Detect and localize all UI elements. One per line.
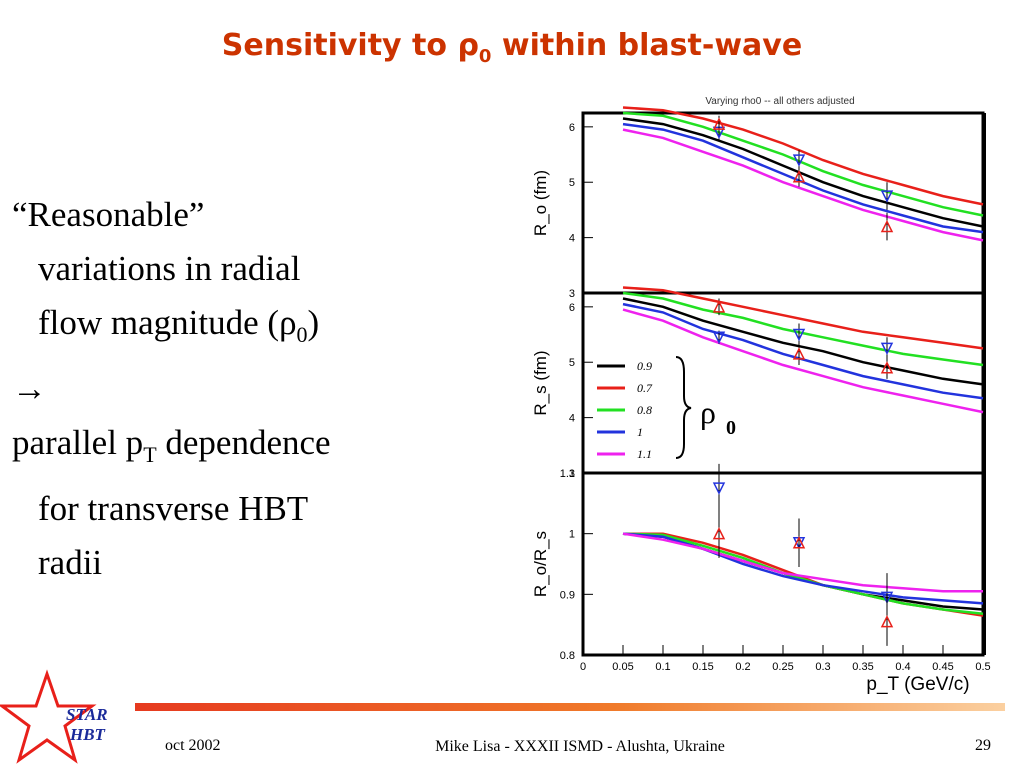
chart-subtitle: Varying rho0 -- all others adjusted [705,96,854,107]
curve-rho-0_8 [622,532,984,615]
bullet-line-3-b: ) [307,303,320,342]
data-point [880,190,894,203]
bullet-line-5: parallel pT dependence [12,416,482,482]
star-icon [0,669,97,764]
footer-page-number: 29 [975,737,991,754]
x-axis-label: p_T (GeV/c) [866,674,969,695]
legend-title-rho: ρ [700,394,716,430]
bullet-line-7: radii [38,543,103,582]
data-point [712,482,726,495]
hbt-radii-chart: Varying rho0 -- all others adjusted 3 4 5 6 R… [531,96,991,695]
bullet-line-3-a: flow magnitude ( [38,303,280,342]
legend-label: 0.7 [637,381,653,395]
footer-date: oct 2002 [165,737,221,754]
data-point [792,154,806,167]
y-tick-label: 0.8 [560,650,575,662]
y-tick-label: 4 [569,233,575,245]
data-point [792,536,806,549]
x-tick-label: 0.2 [735,661,750,673]
y-tick-label: 3 [569,288,575,300]
legend-title-sub: 0 [726,417,736,439]
y-axis-label-1: R_o (fm) [531,170,550,236]
legend-brace [675,356,692,459]
title-text: Sensitivity to [221,28,458,63]
slide-title: Sensitivity to ρ0 within blast-wave [0,28,1024,67]
x-tick-label: 0.05 [612,661,633,673]
data-point [712,526,726,540]
star-hbt-logo: STAR HBT [0,669,108,764]
footer-center: Mike Lisa - XXXII ISMD - Alushta, Ukrain… [435,738,725,755]
data-point [880,614,894,628]
x-tick-label: 0.45 [932,661,953,673]
bullet-arrow: → [12,369,47,408]
y-axis-label-3: R_o/R_s [531,531,550,597]
bullet-line-5-a: parallel p [12,423,144,462]
data-point [712,117,726,130]
data-point [880,219,894,233]
curve-rho-1_1 [622,308,984,414]
data-point [880,591,894,605]
bullet-rho: ρ [279,303,297,342]
y-tick-label: 5 [569,177,575,189]
x-tick-label: 0.4 [895,661,910,673]
legend-label: 0.8 [637,403,652,417]
x-tick-label: 0 [580,661,586,673]
data-point [792,347,806,360]
bullet-line-5-b: dependence [156,423,331,462]
y-tick-label: 1.1 [560,468,575,480]
title-rho-subscript: 0 [478,46,492,67]
curve-rho-0_9 [622,117,984,228]
bullet-line-3: flow magnitude (ρ0) [12,296,482,362]
y-tick-label: 6 [569,302,575,314]
bullet-line-2: variations in radial [38,249,301,288]
data-point [792,170,806,183]
curve-rho-0_7 [622,106,984,206]
x-tick-label: 0.1 [655,661,670,673]
logo-line-2: HBT [69,725,106,744]
curve-rho-0_7 [622,286,984,350]
bullet-text: “Reasonable” variations in radial flow m… [12,188,482,590]
legend-label: 1 [637,425,643,439]
data-point [880,342,894,356]
y-axis-label-2: R_s (fm) [531,350,550,415]
panel-frame-3 [581,471,985,657]
data-point [712,331,726,344]
y-tick-label: 1 [569,529,575,541]
bullet-rho-subscript: 0 [296,322,308,347]
curve-rho-0_9 [622,297,984,386]
curve-rho-1_1 [622,532,983,593]
curve-rho-0_8 [622,111,984,217]
x-tick-label: 0.5 [975,661,990,673]
y-tick-label: 6 [569,122,575,134]
y-tick-label: 5 [569,357,575,369]
bullet-pt-subscript: T [143,442,157,467]
data-point [792,328,806,342]
title-tail: within blast-wave [491,28,803,63]
y-tick-label: 3 [569,468,575,480]
legend-label: 0.9 [637,359,652,373]
logo-line-1: STAR [66,705,108,724]
y-tick-label: 4 [569,413,575,425]
bullet-line-1: “Reasonable” [12,195,205,234]
title-rho: ρ [457,28,479,63]
x-tick-label: 0.3 [815,661,830,673]
curve-rho-1_1 [622,128,984,242]
data-point [880,361,894,374]
y-tick-label: 0.9 [560,589,575,601]
panel-frame-1 [581,111,985,295]
footer-divider [135,703,1005,711]
data-point [712,300,726,313]
curve-rho-1 [622,532,984,605]
x-tick-label: 0.15 [692,661,713,673]
bullet-line-6: for transverse HBT [38,489,309,528]
x-tick-label: 0.35 [852,661,873,673]
x-tick-label: 0.25 [772,661,793,673]
legend-label: 1.1 [637,447,652,461]
